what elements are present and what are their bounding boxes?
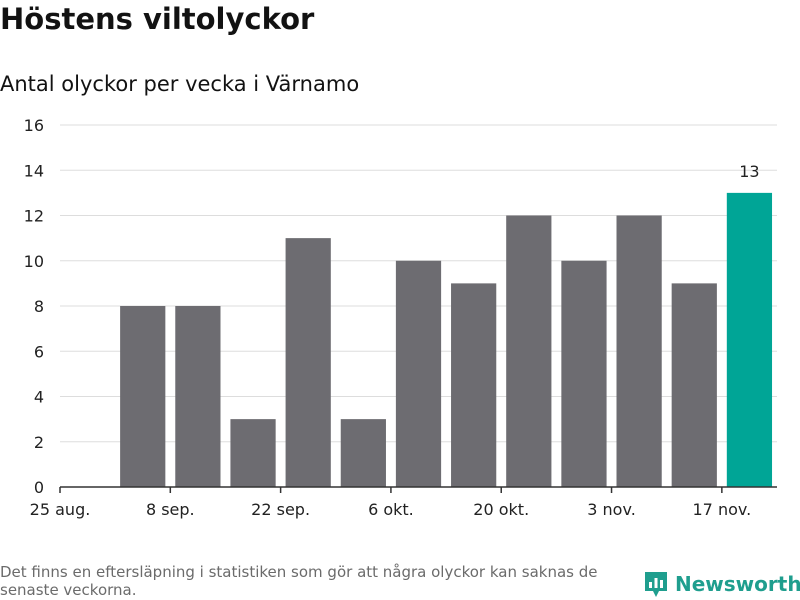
bar (561, 260, 607, 487)
y-tick-label: 0 (34, 478, 44, 497)
bar-chart: 0 2 4 6 8 10 12 14 16 13 25 aug. 8 sep. 22 sep. 6 okt… (24, 116, 777, 519)
x-tick-label: 6 okt. (368, 500, 414, 519)
x-tick-label: 3 nov. (587, 500, 636, 519)
y-tick-label: 12 (24, 207, 44, 226)
bar (726, 192, 773, 487)
y-tick-label: 16 (24, 116, 44, 135)
y-tick-label: 6 (34, 342, 44, 361)
bar (285, 238, 331, 487)
bar (506, 215, 552, 487)
y-tick-label: 10 (24, 252, 44, 271)
bar (451, 283, 497, 487)
bar (175, 306, 221, 487)
chart-title: Höstens viltolyckor (0, 2, 315, 36)
y-tick-label: 14 (24, 161, 44, 180)
brand-logo: Newsworthy (643, 569, 800, 599)
y-tick-label: 8 (34, 297, 44, 316)
bar (616, 215, 662, 487)
x-tick-label: 8 sep. (146, 500, 195, 519)
newsworthy-logo-icon (645, 572, 667, 597)
bar (395, 260, 442, 487)
brand-name: Newsworthy (675, 572, 800, 596)
x-tick-label: 20 okt. (473, 500, 529, 519)
x-tick-label: 25 aug. (30, 500, 91, 519)
bar (120, 306, 166, 487)
x-tick-label: 22 sep. (251, 500, 310, 519)
y-tick-label: 2 (34, 433, 44, 452)
x-tick-label: 17 nov. (693, 500, 752, 519)
chart-subtitle: Antal olyckor per vecka i Värnamo (0, 72, 360, 96)
bar (230, 419, 276, 487)
bar (671, 283, 717, 487)
y-tick-label: 4 (34, 388, 44, 407)
footer-note: Det finns en eftersläpning i statistiken… (0, 563, 598, 599)
bar (340, 419, 386, 487)
data-label: 13 (739, 162, 759, 181)
